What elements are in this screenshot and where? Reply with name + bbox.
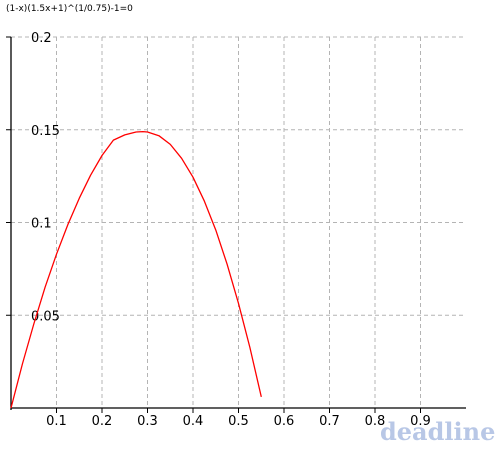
x-tick-label: 0.4 bbox=[183, 414, 204, 429]
chart-title: (1-x)(1.5x+1)^(1/0.75)-1=0 bbox=[6, 4, 133, 14]
y-tick-label: 0.1 bbox=[31, 217, 52, 232]
y-tick-label: 0.05 bbox=[31, 309, 60, 324]
series-layer bbox=[10, 130, 262, 409]
x-tick-label: 0.6 bbox=[274, 414, 295, 429]
x-tick-label: 0.2 bbox=[92, 414, 113, 429]
y-tick-label: 0.2 bbox=[31, 31, 52, 46]
x-tick-label: 0.1 bbox=[46, 414, 67, 429]
x-tick-label: 0.5 bbox=[228, 414, 249, 429]
y-tick-label: 0.15 bbox=[31, 124, 60, 139]
x-tick-label: 0.7 bbox=[319, 414, 340, 429]
x-tick-label: 0.8 bbox=[365, 414, 386, 429]
grid-layer bbox=[11, 36, 466, 408]
ticks-layer: 0.1 0.2 0.3 0.4 0.5 0.6 0.7 0.8 0.9 0.05 0.1 0.15 0.… bbox=[6, 31, 431, 429]
series-line bbox=[10, 130, 262, 409]
watermark-text: deadline bbox=[380, 417, 496, 446]
x-tick-label: 0.9 bbox=[410, 414, 431, 429]
x-tick-label: 0.3 bbox=[137, 414, 158, 429]
